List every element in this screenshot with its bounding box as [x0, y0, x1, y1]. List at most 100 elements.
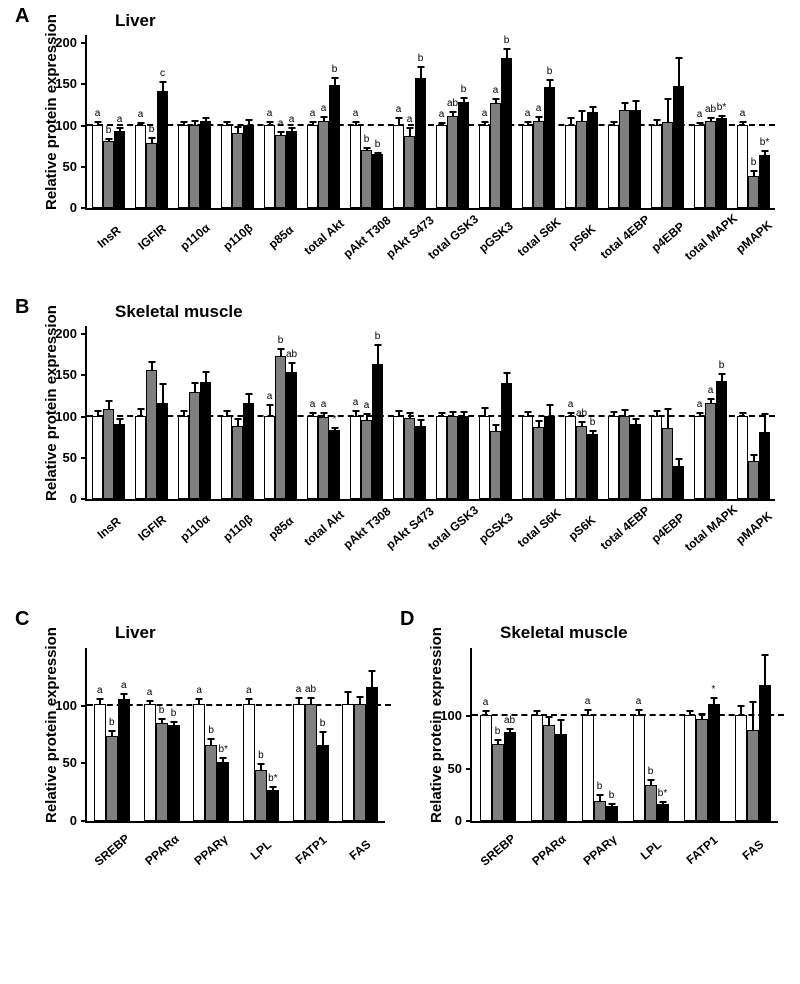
- bar: [200, 121, 211, 209]
- bar: a: [118, 699, 130, 822]
- error-bar: [721, 373, 723, 382]
- error-bar: [312, 412, 314, 417]
- bar: [673, 466, 684, 499]
- error-bar: [753, 454, 755, 462]
- bar: a: [135, 125, 146, 208]
- error-bar: [119, 418, 121, 426]
- stat-annotation: ab: [447, 99, 458, 109]
- bar: b*: [759, 155, 770, 208]
- bar: [608, 416, 619, 499]
- bar: a: [350, 416, 361, 499]
- panel-letter: B: [15, 296, 29, 319]
- bar-group: [173, 35, 216, 208]
- bar: [436, 416, 447, 499]
- error-bar: [99, 698, 101, 705]
- error-bar: [108, 138, 110, 142]
- error-bar: [237, 126, 239, 134]
- bar: [221, 125, 232, 208]
- chart-area: 050100150200abaabcaaaaababbaabaabbaabaab…: [85, 35, 775, 210]
- bar: [630, 110, 641, 208]
- error-bar: [222, 757, 224, 763]
- error-bar: [149, 700, 151, 706]
- bar: a: [293, 704, 305, 821]
- stat-annotation: b: [258, 751, 264, 761]
- bar: a: [533, 121, 544, 209]
- bar: a: [393, 125, 404, 208]
- error-bar: [527, 411, 529, 417]
- bar: a: [404, 136, 415, 209]
- bar-group: [732, 326, 775, 499]
- stat-annotation: a: [353, 109, 359, 119]
- bar: [531, 715, 543, 821]
- bar: [662, 428, 673, 499]
- stat-annotation: b: [751, 158, 757, 168]
- stat-annotation: a: [407, 115, 413, 125]
- stat-annotation: a: [267, 392, 273, 402]
- bar-groups: abababbabb**: [472, 648, 778, 821]
- error-bar: [183, 410, 185, 417]
- bar-group: aabb: [431, 35, 474, 208]
- bar-group: aa*: [302, 326, 345, 499]
- bar: a: [436, 125, 447, 208]
- stat-annotation: b: [159, 706, 165, 716]
- bar: ab: [576, 426, 587, 499]
- bar: [555, 734, 567, 821]
- error-bar: [753, 170, 755, 177]
- error-bar: [742, 412, 744, 417]
- bar: b: [317, 745, 329, 821]
- error-bar: [667, 98, 669, 123]
- error-bar: [280, 348, 282, 356]
- error-bar: [764, 654, 766, 686]
- error-bar: [398, 410, 400, 417]
- bar: [522, 416, 533, 499]
- stat-annotation: a: [296, 685, 302, 695]
- error-bar: [205, 371, 207, 384]
- error-bar: [701, 713, 703, 720]
- error-bar: [237, 418, 239, 426]
- bar: b: [748, 176, 759, 209]
- bar: [651, 416, 662, 499]
- error-bar: [624, 102, 626, 110]
- error-bar: [194, 120, 196, 126]
- bar: [759, 685, 771, 821]
- bar: [544, 416, 555, 499]
- panel-D: DSkeletal muscleRelative protein express…: [400, 608, 790, 918]
- error-bar: [366, 147, 368, 151]
- bar: a: [479, 125, 490, 208]
- bar: a: [193, 704, 205, 821]
- error-bar: [667, 408, 669, 429]
- error-bar: [721, 115, 723, 119]
- bar-groups: abaabcaaaaababbaabaabbaabaabaabb*abb*: [87, 35, 775, 208]
- error-bar: [366, 413, 368, 421]
- bar: [576, 121, 587, 208]
- bar: a: [361, 420, 372, 499]
- stat-annotation: a: [439, 110, 445, 120]
- error-bar: [570, 117, 572, 125]
- bar: ab: [286, 372, 297, 499]
- error-bar: [662, 801, 664, 805]
- y-axis-label: Relative protein expression: [43, 627, 60, 823]
- bar: b*: [267, 790, 279, 822]
- bar-group: abb*: [236, 648, 286, 821]
- stat-annotation: b: [332, 65, 338, 75]
- stat-annotation: a: [708, 386, 714, 396]
- panel-letter: D: [400, 608, 414, 631]
- error-bar: [347, 691, 349, 705]
- bar: [157, 403, 168, 499]
- bar-group: [603, 35, 646, 208]
- error-bar: [334, 77, 336, 86]
- error-bar: [173, 721, 175, 727]
- stat-annotation: a: [740, 109, 746, 119]
- stat-annotation: b: [609, 791, 615, 801]
- stat-annotation: a: [196, 686, 202, 696]
- bar: b: [544, 87, 555, 208]
- bar: [501, 383, 512, 499]
- stat-annotation: a: [353, 398, 359, 408]
- bar: a: [737, 125, 748, 208]
- bar-group: [523, 648, 574, 821]
- error-bar: [624, 409, 626, 417]
- error-bar: [509, 728, 511, 733]
- bar-group: [560, 35, 603, 208]
- bar: a: [94, 704, 106, 821]
- bar: [684, 715, 696, 821]
